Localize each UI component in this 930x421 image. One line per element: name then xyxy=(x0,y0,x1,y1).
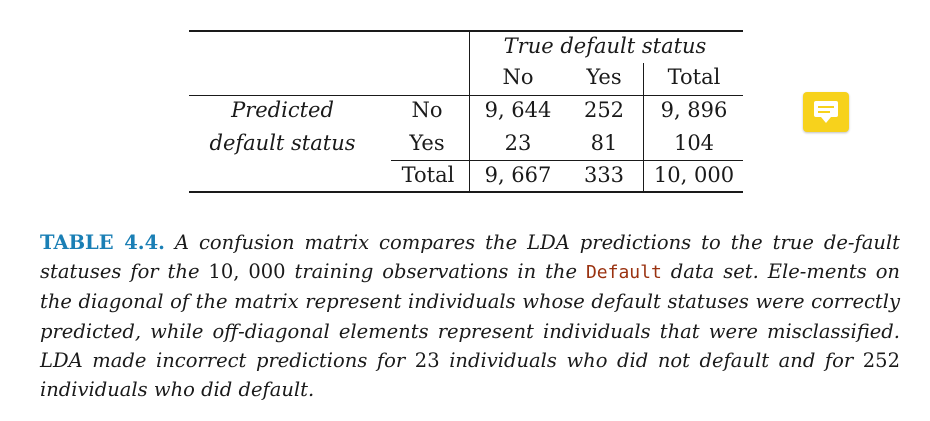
cell-total-yes: 333 xyxy=(583,163,625,187)
caption-number-observations: 10, 000 xyxy=(208,260,286,284)
cell-no-no: 9, 644 xyxy=(484,98,552,122)
caption-text-3: data set. Ele-ments on the diagonal of t… xyxy=(40,260,900,372)
row-label-no: No xyxy=(411,98,443,122)
table-total-rule xyxy=(391,160,743,162)
note-bubble-tail xyxy=(821,117,831,123)
table-top-rule xyxy=(189,30,743,32)
row-label-yes: Yes xyxy=(409,131,445,155)
row-group-title-line2: default status xyxy=(209,131,356,155)
column-header-total: Total xyxy=(667,65,721,89)
confusion-matrix-table: True default status No Yes Total Predict… xyxy=(0,0,930,200)
cell-yes-total: 104 xyxy=(673,131,715,155)
caption-text-2: training observations in the xyxy=(285,260,586,284)
caption-text-1: A confusion matrix compares the LDA pred… xyxy=(40,231,900,284)
caption-number-no-default: 23 xyxy=(414,348,440,372)
note-bubble xyxy=(814,101,838,117)
table-caption: TABLE 4.4. A confusion matrix compares t… xyxy=(40,228,900,404)
caption-dataset-name: Default xyxy=(585,262,662,284)
column-header-no: No xyxy=(502,65,534,89)
table-header-rule xyxy=(189,95,743,97)
row-group-title-line1: Predicted xyxy=(231,98,334,122)
cell-yes-yes: 81 xyxy=(590,131,618,155)
caption-text-4: individuals who did not default and for xyxy=(439,348,863,372)
cell-total-no: 9, 667 xyxy=(484,163,552,187)
cell-no-yes: 252 xyxy=(583,98,625,122)
note-line-2 xyxy=(818,111,830,113)
caption-label: TABLE 4.4. xyxy=(40,231,165,254)
row-label-total: Total xyxy=(401,163,455,187)
cell-total-total: 10, 000 xyxy=(653,163,735,187)
table-vrule-right xyxy=(643,63,645,191)
cell-no-total: 9, 896 xyxy=(660,98,728,122)
note-line-1 xyxy=(818,106,834,108)
note-comment-icon[interactable] xyxy=(803,92,849,132)
column-group-title: True default status xyxy=(503,34,707,58)
cell-yes-no: 23 xyxy=(504,131,532,155)
column-header-yes: Yes xyxy=(586,65,622,89)
table-vrule-left xyxy=(469,31,471,191)
table-bottom-rule xyxy=(189,191,743,193)
caption-number-default: 252 xyxy=(862,348,900,372)
caption-text-5: individuals who did default. xyxy=(40,378,315,402)
